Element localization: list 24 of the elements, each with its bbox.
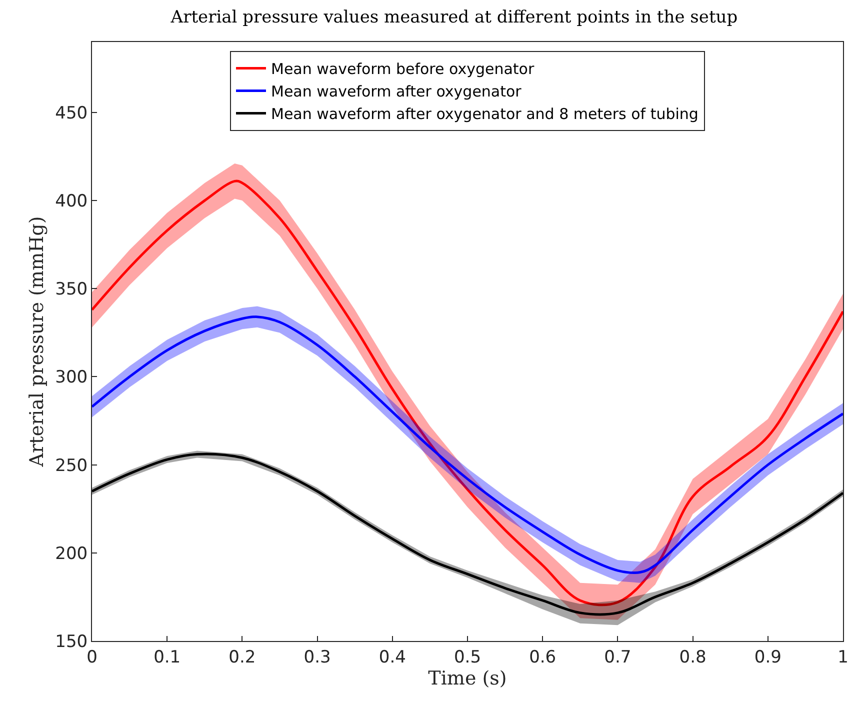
y-tick-label: 200 [55,544,88,564]
y-tick-label: 350 [55,280,88,300]
x-tick-label: 0.2 [228,647,256,668]
x-tick-label: 0.7 [604,647,632,668]
x-tick-label: 0.5 [454,647,482,668]
x-tick-label: 0.1 [154,647,181,668]
chart-title: Arterial pressure values measured at different points in the setup [170,8,738,28]
y-tick-label: 400 [55,192,88,212]
x-tick-label: 0.3 [304,647,331,668]
x-tick-label: 0.8 [679,647,706,668]
y-tick-label: 450 [55,103,88,124]
x-tick-label: 0 [86,647,98,668]
x-tick-label: 0.6 [529,647,556,668]
x-axis-title: Time (s) [428,667,507,690]
legend-label: Mean waveform after oxygenator [271,82,522,101]
y-tick-label: 150 [55,632,88,652]
x-tick-label: 0.4 [378,647,406,668]
y-tick-label: 300 [55,368,88,388]
legend-label: Mean waveform before oxygenator [271,60,535,78]
y-tick-label: 250 [55,456,88,476]
x-tick-label: 1 [838,647,848,668]
x-tick-label: 0.9 [754,647,782,668]
legend-label: Mean waveform after oxygenator and 8 meters of tubing [271,105,698,124]
y-axis-title: Arterial pressure (mmHg) [26,216,48,468]
